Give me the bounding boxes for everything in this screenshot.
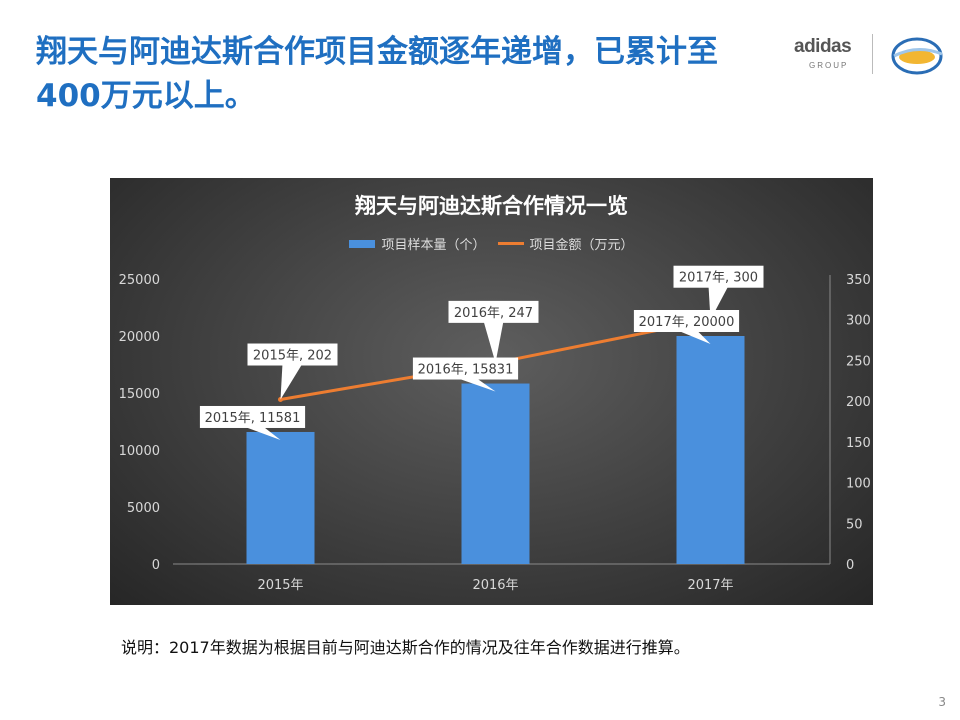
line-data-label: 2015年, 202 — [253, 349, 332, 364]
chart-panel: 翔天与阿迪达斯合作情况一览 项目样本量（个） 项目金额（万元） 0 5000 100… — [110, 178, 873, 605]
legend-swatch-line — [497, 242, 524, 245]
line-data-label-pointer — [708, 285, 729, 320]
chart-title: 翔天与阿迪达斯合作情况一览 — [355, 194, 628, 218]
legend-label-line: 项目金额（万元） — [529, 238, 634, 253]
bar-data-label: 2017年, 20000 — [639, 315, 735, 330]
y-right-tick-label: 200 — [846, 395, 871, 410]
y-left-tick-label: 10000 — [119, 444, 160, 459]
y-right-tick-label: 300 — [846, 314, 871, 329]
bar-data-label-pointer — [242, 425, 281, 440]
y-right-tick-label: 350 — [846, 273, 871, 288]
footnote: 说明：2017年数据为根据目前与阿迪达斯合作的情况及往年合作数据进行推算。 — [121, 638, 690, 657]
chart-legend: 项目样本量（个） 项目金额（万元） — [110, 234, 873, 253]
y-right-tick-label: 50 — [846, 517, 863, 532]
y-right-tick-label: 0 — [846, 558, 854, 573]
bar — [461, 383, 530, 564]
bar-data-label-pointer — [676, 330, 711, 344]
line-data-label-group: 2015年, 202 — [247, 343, 338, 400]
chart-plot: 0 5000 10000 15000 20000 25000 0 50 100 150 200 250… — [119, 265, 871, 593]
y-left-tick-label: 0 — [152, 558, 160, 573]
bar-data-label-group: 2015年, 11581 — [199, 405, 306, 440]
line-data-label: 2016年, 247 — [454, 306, 533, 321]
y-left-tick-label: 20000 — [119, 330, 160, 345]
bar-data-label-group: 2016年, 15831 — [412, 357, 519, 392]
bar-data-label-box — [199, 405, 306, 428]
legend-swatch-bar — [349, 239, 376, 248]
x-tick-label: 2015年 — [257, 578, 303, 593]
line-data-label-box — [673, 265, 764, 288]
legend-item-line: 项目金额（万元） — [497, 234, 634, 253]
legend-label-bar: 项目样本量（个） — [381, 238, 486, 253]
company-emblem-icon — [891, 37, 943, 75]
line-data-label-pointer — [483, 320, 504, 363]
page-title: 翔天与阿迪达斯合作项目金额逐年递增，已累计至400万元以上。 — [36, 34, 718, 114]
legend-item-bar: 项目样本量（个） — [349, 234, 486, 253]
y-left-tick-label: 25000 — [119, 273, 160, 288]
y-right-tick-label: 100 — [846, 477, 871, 492]
adidas-group-label: GROUP — [809, 61, 849, 70]
bar — [676, 336, 745, 564]
line-data-label-group: 2017年, 300 — [673, 265, 764, 320]
bar-data-label: 2016年, 15831 — [418, 363, 514, 378]
line-data-label-pointer — [280, 363, 303, 400]
bar-data-label: 2015年, 11581 — [205, 411, 301, 426]
y-left-tick-label: 5000 — [127, 501, 160, 516]
x-tick-label: 2016年 — [472, 578, 518, 593]
line-data-label-box — [448, 300, 539, 323]
adidas-logo: adidas — [794, 36, 852, 57]
bar-data-label-box — [633, 310, 740, 332]
logo-area: adidas GROUP — [790, 32, 960, 76]
bar-data-label-box — [412, 357, 519, 380]
y-left-tick-label: 15000 — [119, 387, 160, 402]
bar-data-label-group: 2017年, 20000 — [633, 310, 740, 344]
bar — [246, 431, 315, 564]
line-data-label: 2017年, 300 — [679, 271, 758, 286]
logo-divider — [872, 34, 873, 74]
x-tick-label: 2017年 — [687, 578, 733, 593]
line-data-label-box — [247, 343, 338, 366]
y-right-tick-label: 250 — [846, 354, 871, 369]
y-right-tick-label: 150 — [846, 436, 871, 451]
bar-data-label-pointer — [455, 377, 496, 392]
page-number: 3 — [938, 695, 946, 709]
line-data-label-group: 2016年, 247 — [448, 300, 539, 363]
